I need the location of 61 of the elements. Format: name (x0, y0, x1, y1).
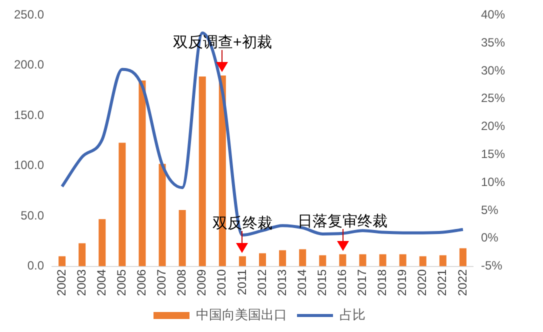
bar (459, 248, 466, 266)
legend-label: 中国向美国出口 (196, 307, 287, 322)
x-tick-label: 2012 (254, 268, 269, 296)
y-tick-label: 150.0 (14, 108, 44, 122)
x-tick-label: 2018 (375, 268, 390, 296)
bar (118, 142, 126, 266)
legend-label: 占比 (340, 307, 366, 322)
y2-tick-label: 5% (480, 202, 499, 217)
bar (238, 256, 246, 266)
bar (78, 243, 86, 266)
x-tick-label: 2007 (154, 268, 169, 296)
x-tick-label: 2006 (134, 268, 149, 296)
bar (399, 254, 406, 266)
x-tick-label: 2019 (395, 268, 410, 296)
x-tick-label: 2020 (415, 268, 430, 296)
bar (319, 255, 326, 266)
x-tick-label: 2021 (435, 268, 450, 296)
bar (339, 254, 346, 266)
bar (198, 76, 206, 266)
y2-tick-label: 30% (480, 63, 506, 78)
y2-tick-label: 20% (480, 119, 506, 134)
y2-tick-label: 35% (480, 35, 506, 50)
bar (419, 256, 426, 266)
bar (379, 254, 386, 266)
y-tick-label: 0.0 (27, 258, 44, 273)
x-tick-label: 2017 (355, 268, 370, 296)
annotation: 日落复审终裁 (298, 212, 388, 230)
bar (98, 219, 106, 266)
y-tick-label: 200.0 (14, 58, 44, 72)
x-tick-label: 2015 (314, 268, 329, 296)
bar (178, 210, 186, 266)
y2-tick-label: 10% (480, 174, 506, 189)
x-tick-label: 2009 (194, 268, 209, 296)
x-tick-label: 2010 (214, 268, 229, 296)
x-tick-label: 2005 (114, 268, 128, 296)
line-series (60, 32, 464, 237)
x-tick-label: 2003 (74, 268, 88, 296)
bar (259, 253, 266, 266)
y-tick-label: 250.0 (14, 8, 44, 22)
x-tick-label: 2022 (455, 268, 470, 296)
bar (58, 256, 66, 266)
x-tick-label: 2016 (335, 268, 349, 296)
x-tick-label: 2011 (234, 268, 249, 296)
x-tick-label: 2014 (294, 268, 309, 296)
bar (299, 249, 306, 266)
y2-tick-label: 0% (480, 230, 499, 245)
x-tick-label: 2002 (54, 268, 68, 296)
bar (439, 255, 446, 266)
y-tick-label: 100.0 (14, 158, 44, 172)
y2-tick-label: 25% (480, 91, 506, 106)
bar (279, 250, 286, 266)
x-tick-label: 2013 (274, 268, 289, 296)
x-tick-label: 2004 (94, 268, 108, 296)
x-tick-label: 2008 (174, 268, 189, 296)
y2-tick-label: -5% (480, 258, 503, 273)
y2-tick-label: 15% (480, 147, 506, 162)
y2-tick-label: 40% (480, 8, 506, 22)
y-tick-label: 50.0 (20, 208, 44, 222)
bar (359, 254, 366, 266)
bar (138, 80, 146, 266)
bar (158, 164, 166, 266)
